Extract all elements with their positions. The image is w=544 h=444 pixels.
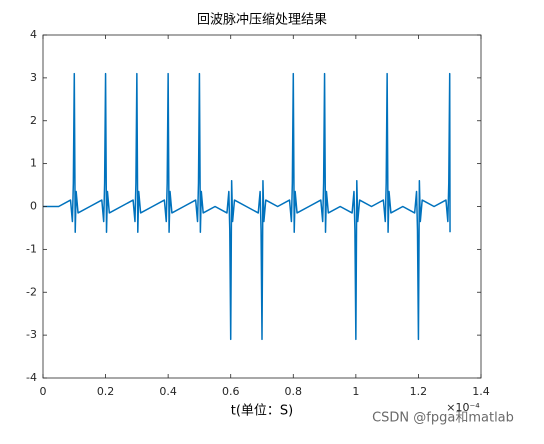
x-tick-label: 1.4 (472, 385, 490, 398)
x-exponent: ×10⁻⁴ (446, 401, 480, 414)
y-tick-label: 3 (30, 71, 37, 84)
x-tick-label: 0.8 (285, 385, 303, 398)
watermark: CSDN @fpga和matlab (372, 411, 514, 426)
x-tick-label: 0.6 (222, 385, 240, 398)
x-tick-label: 0 (40, 385, 47, 398)
y-tick-label: 0 (30, 200, 37, 213)
x-tick-label: 0.4 (159, 385, 177, 398)
y-tick-label: -3 (26, 328, 37, 341)
x-axis-label: t(单位：S) (231, 404, 294, 419)
x-tick-label: 1.2 (410, 385, 428, 398)
y-tick-label: 1 (30, 157, 37, 170)
x-tick-label: 1 (352, 385, 359, 398)
y-tick-label: -4 (26, 371, 37, 384)
chart-title: 回波脉冲压缩处理结果 (197, 12, 327, 28)
y-tick-label: -1 (26, 242, 37, 255)
signal-line (43, 72, 451, 341)
x-tick-label: 0.2 (97, 385, 115, 398)
y-tick-label: 4 (30, 28, 37, 41)
y-tick-label: 2 (30, 114, 37, 127)
y-tick-label: -2 (26, 285, 37, 298)
